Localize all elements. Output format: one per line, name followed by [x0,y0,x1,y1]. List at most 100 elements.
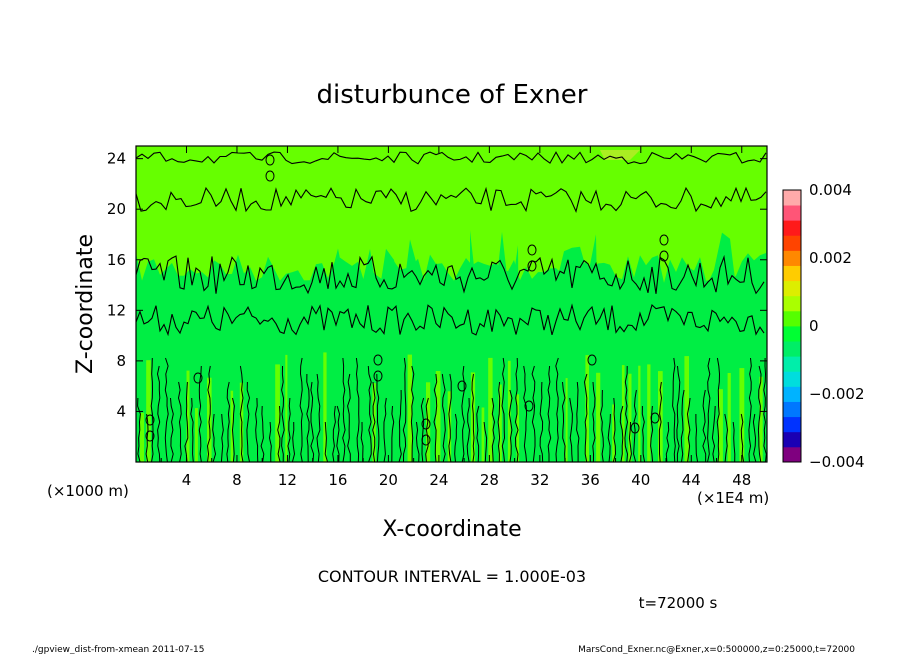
field-column [157,368,162,462]
contour-line [150,357,154,462]
colorbar-cell [783,356,801,372]
contour-loop [524,400,534,412]
contour-line [402,357,407,462]
x-tick-label: 12 [278,471,297,489]
field-column [638,365,641,462]
contour-line [569,397,573,462]
contour-line [612,397,617,462]
contour-line [680,389,685,462]
contour-lines [136,151,767,462]
field-column [602,418,607,462]
contour-line [676,365,681,462]
x-tick-label: 44 [682,471,701,489]
contour-line [316,373,321,462]
contour-loop [457,380,467,392]
colorbar-cell [783,371,801,387]
contour-loop [659,234,669,246]
field-column [362,410,365,462]
contour-line [466,397,471,462]
x-tick-label: 36 [581,471,600,489]
colorbar-tick-label: −0.002 [809,385,865,403]
contour-line [471,373,475,462]
field-column [195,408,198,462]
x-tick-label: 32 [530,471,549,489]
field-regions [136,146,767,462]
y-axis-label: Z-coordinate [73,234,98,374]
field-column [676,355,679,462]
contour-line [491,397,496,462]
field-column [341,365,347,462]
field-region-patch [600,150,640,160]
x-unit-label: (×1000 m) [47,482,129,500]
field-column [665,371,668,462]
contour-line [425,397,429,462]
contour-line [641,405,646,462]
chart-title: disturbunce of Exner [317,80,588,110]
contour-line [461,365,465,462]
field-column [168,360,172,462]
x-tick-label: 4 [182,471,192,489]
contour-line [592,381,596,462]
contour-line [137,397,141,462]
contour-line [291,421,296,462]
contour-line [454,413,458,462]
field-column [140,412,145,462]
contour-line [672,357,676,462]
field-column [146,360,151,462]
contour-line [299,357,303,462]
contour-line [476,405,480,462]
contour-line [539,381,544,462]
time-label: t=72000 s [639,594,718,612]
contour-line [383,397,387,462]
field-column [285,354,288,462]
contour-line [347,373,351,462]
y-tick-label: 20 [107,200,126,218]
contour-loop [265,170,275,182]
y-tick-label: 16 [107,251,126,269]
colorbar-cell [783,386,801,402]
colorbar-cell [783,190,801,206]
y-tick-label: 12 [107,301,126,319]
colorbar-cell [783,265,801,282]
contour-line [212,413,217,462]
field-column [407,354,412,462]
contour-line [531,365,536,462]
contour-line [501,357,506,462]
field-column [692,408,695,462]
field-column [545,421,548,462]
contour-loop [373,370,383,382]
field-column [551,373,557,462]
field-column [186,370,190,462]
colorbar-frame [782,189,802,463]
colorbar-tick-label: 0 [809,317,819,335]
contour-line [277,405,281,462]
contour-line [706,357,711,462]
field-column [334,394,338,462]
contour-line [599,389,604,462]
y-axis-ticks: 4 8 12 16 20 24 [107,150,767,420]
footer-right: MarsCond_Exner.nc@Exner,x=0:500000,z=0:2… [578,645,855,654]
field-column [264,375,268,462]
colorbar-cell [783,416,801,433]
plot-area [135,145,768,463]
colorbar-cell [783,341,801,357]
contour-line [170,397,174,462]
colorbar-tick-label: 0.002 [809,249,852,267]
contour-line [336,405,341,462]
contour-line [391,405,395,462]
colorbar-cell [783,401,801,418]
contour-line [332,405,336,462]
field-column [701,412,705,462]
x-tick-label: 48 [732,471,751,489]
field-column [596,372,601,462]
contour-line [231,397,235,462]
field-region-valley [690,232,740,462]
x-tick-label: 16 [328,471,347,489]
contour-line [508,389,513,462]
field-column [533,360,537,462]
x-axis-ticks: 4 8 12 16 20 24 28 32 36 40 44 48 [160,146,751,489]
contour-line [367,365,372,462]
contour-line [514,357,519,462]
x-tick-label: 40 [631,471,650,489]
contour-line [658,381,663,462]
